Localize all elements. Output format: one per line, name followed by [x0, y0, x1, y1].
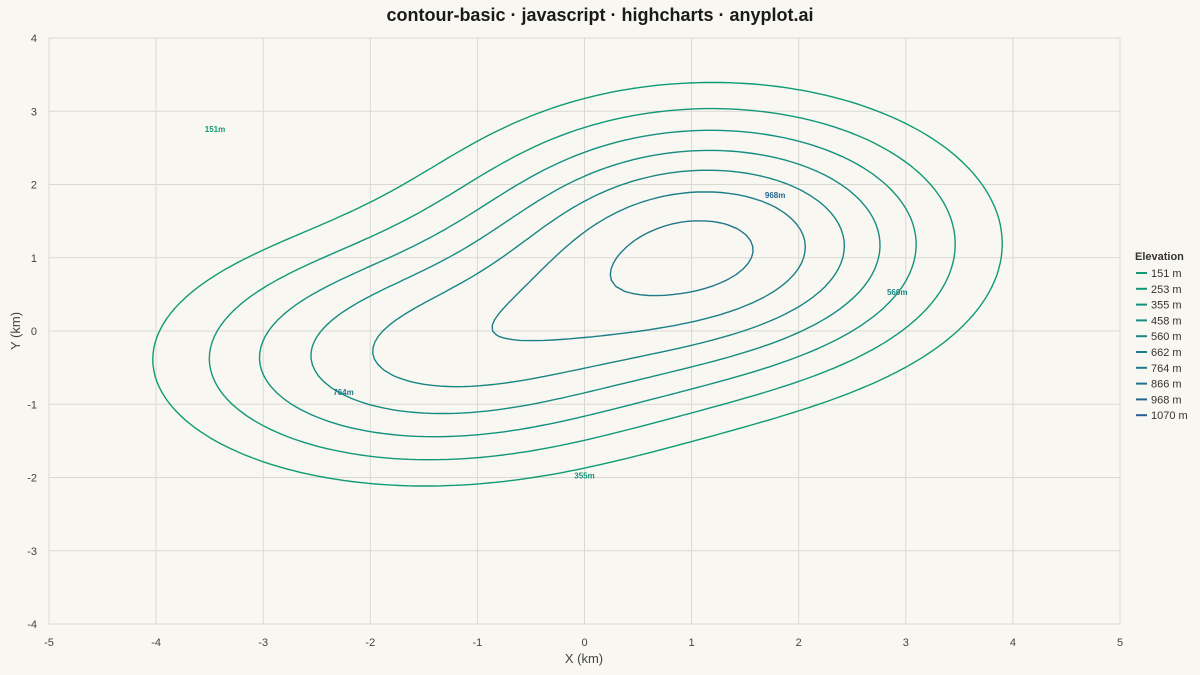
- legend-entry: 560 m: [1151, 331, 1182, 343]
- legend-entry: 151 m: [1151, 268, 1182, 280]
- contour-line-253: [208, 107, 956, 461]
- x-tick-label: 3: [903, 637, 909, 649]
- contour-labels: 151m 355m 560m 764m 968m: [205, 125, 908, 480]
- legend: Elevation 151 m 253 m 355 m 458 m 560 m 662 m…: [1135, 251, 1188, 422]
- contour-line-151: [152, 81, 1003, 487]
- contour-line-662: [491, 191, 806, 342]
- contour-line-764: [609, 220, 754, 297]
- contour-line-458: [310, 149, 881, 415]
- y-axis-ticks: -4 -3 -2 -1 0 1 2 3 4: [27, 33, 37, 631]
- x-tick-label: -3: [258, 637, 268, 649]
- chart-title: contour-basic · javascript · highcharts …: [386, 5, 813, 25]
- x-tick-label: -5: [44, 637, 54, 649]
- y-tick-label: -2: [27, 473, 37, 485]
- x-tick-label: -1: [473, 637, 483, 649]
- x-tick-label: 1: [689, 637, 695, 649]
- legend-entry: 866 m: [1151, 379, 1182, 391]
- legend-entry: 458 m: [1151, 315, 1182, 327]
- x-tick-label: 5: [1117, 637, 1123, 649]
- x-tick-label: -4: [151, 637, 161, 649]
- plot-border: [48, 37, 1121, 625]
- y-axis-label: Y (km): [8, 312, 23, 350]
- legend-entry: 968 m: [1151, 394, 1182, 406]
- contour-label: 560m: [887, 288, 907, 297]
- y-tick-label: 1: [31, 253, 37, 265]
- contour-label: 764m: [333, 388, 353, 397]
- contour-lines: [152, 81, 1003, 487]
- legend-entry: 253 m: [1151, 284, 1182, 296]
- x-tick-label: 4: [1010, 637, 1016, 649]
- x-axis-label: X (km): [565, 651, 603, 666]
- legend-entry: 764 m: [1151, 363, 1182, 375]
- x-tick-label: 2: [796, 637, 802, 649]
- y-tick-label: 2: [31, 180, 37, 192]
- x-tick-label: -2: [365, 637, 375, 649]
- legend-title: Elevation: [1135, 251, 1184, 263]
- y-tick-label: -1: [27, 399, 37, 411]
- contour-line-560: [372, 169, 845, 388]
- y-tick-label: 4: [31, 33, 37, 45]
- contour-label: 355m: [574, 471, 594, 480]
- y-tick-label: 3: [31, 106, 37, 118]
- contour-label: 151m: [205, 125, 225, 134]
- legend-entry: 355 m: [1151, 300, 1182, 312]
- y-tick-label: -3: [27, 546, 37, 558]
- x-axis-ticks: -5 -4 -3 -2 -1 0 1 2 3 4 5: [44, 637, 1123, 649]
- legend-entry: 662 m: [1151, 347, 1182, 359]
- y-tick-label: -4: [27, 619, 37, 631]
- y-tick-label: 0: [31, 326, 37, 338]
- legend-entry: 1070 m: [1151, 410, 1188, 422]
- contour-label: 968m: [765, 191, 785, 200]
- x-tick-label: 0: [581, 637, 587, 649]
- contour-line-355: [258, 129, 917, 438]
